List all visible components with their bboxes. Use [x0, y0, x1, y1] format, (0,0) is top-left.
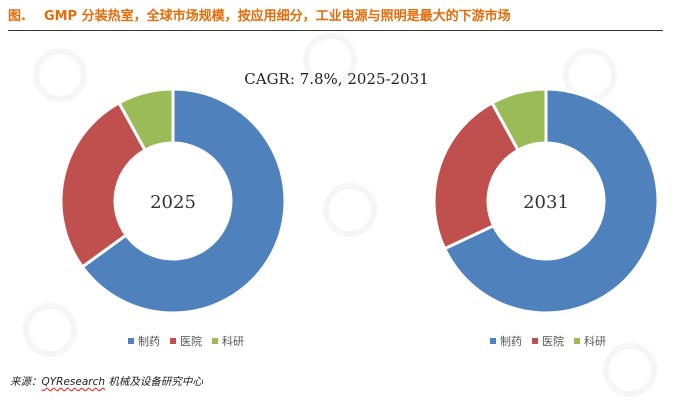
legend-swatch [170, 338, 176, 344]
legend-item: 医院 [170, 333, 202, 349]
donut-slice-2025-制药 [80, 87, 287, 315]
source-suffix: 机械及设备研究中心 [105, 376, 203, 388]
cagr-annotation: CAGR: 7.8%, 2025-2031 [244, 70, 429, 88]
legend-label: 科研 [584, 335, 606, 348]
donut-center-label: 2031 [523, 192, 569, 213]
legend-label: 医院 [542, 335, 564, 348]
source-brand: QYResearch [41, 376, 106, 388]
legend-item: 科研 [212, 333, 244, 349]
legend-item: 科研 [574, 333, 606, 349]
legend-label: 科研 [222, 335, 244, 348]
source-note: 来源：QYResearch 机械及设备研究中心 [10, 374, 203, 389]
donut-slice-2025-医院 [59, 100, 148, 269]
legend-swatch [490, 338, 496, 344]
chart-legend-2025: 制药 医院 科研 [128, 333, 244, 349]
header-rule [8, 30, 663, 31]
figure-title: GMP 分装热室，全球市场规模，按应用细分，工业电源与照明是最大的下游市场 [43, 9, 511, 24]
donut-center-label: 2025 [150, 192, 196, 213]
legend-label: 医院 [180, 335, 202, 348]
chart-legend-2031: 制药 医院 科研 [490, 333, 606, 349]
legend-item: 制药 [128, 333, 160, 349]
figure-header: 图. GMP 分装热室，全球市场规模，按应用细分，工业电源与照明是最大的下游市场 [8, 6, 663, 28]
legend-swatch [212, 338, 218, 344]
legend-swatch [574, 338, 580, 344]
legend-label: 制药 [138, 335, 160, 348]
legend-swatch [128, 338, 134, 344]
donut-slice-2031-制药 [442, 87, 660, 315]
source-prefix: 来源： [10, 376, 42, 388]
donut-slice-2031-科研 [490, 87, 548, 153]
figure-label: 图. [8, 9, 26, 24]
donut-slice-2025-科研 [117, 87, 175, 153]
legend-item: 制药 [490, 333, 522, 349]
legend-label: 制药 [500, 335, 522, 348]
donut-slice-2031-医院 [432, 100, 521, 251]
legend-swatch [532, 338, 538, 344]
legend-item: 医院 [532, 333, 564, 349]
